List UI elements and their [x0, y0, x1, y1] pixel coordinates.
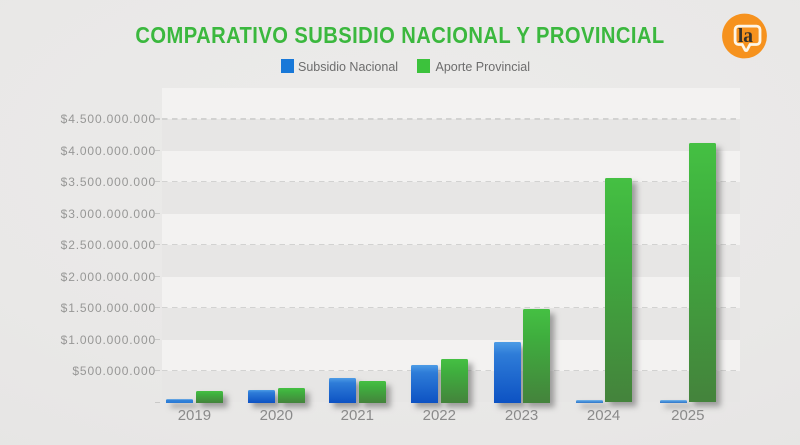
svg-text:la: la — [738, 26, 753, 47]
